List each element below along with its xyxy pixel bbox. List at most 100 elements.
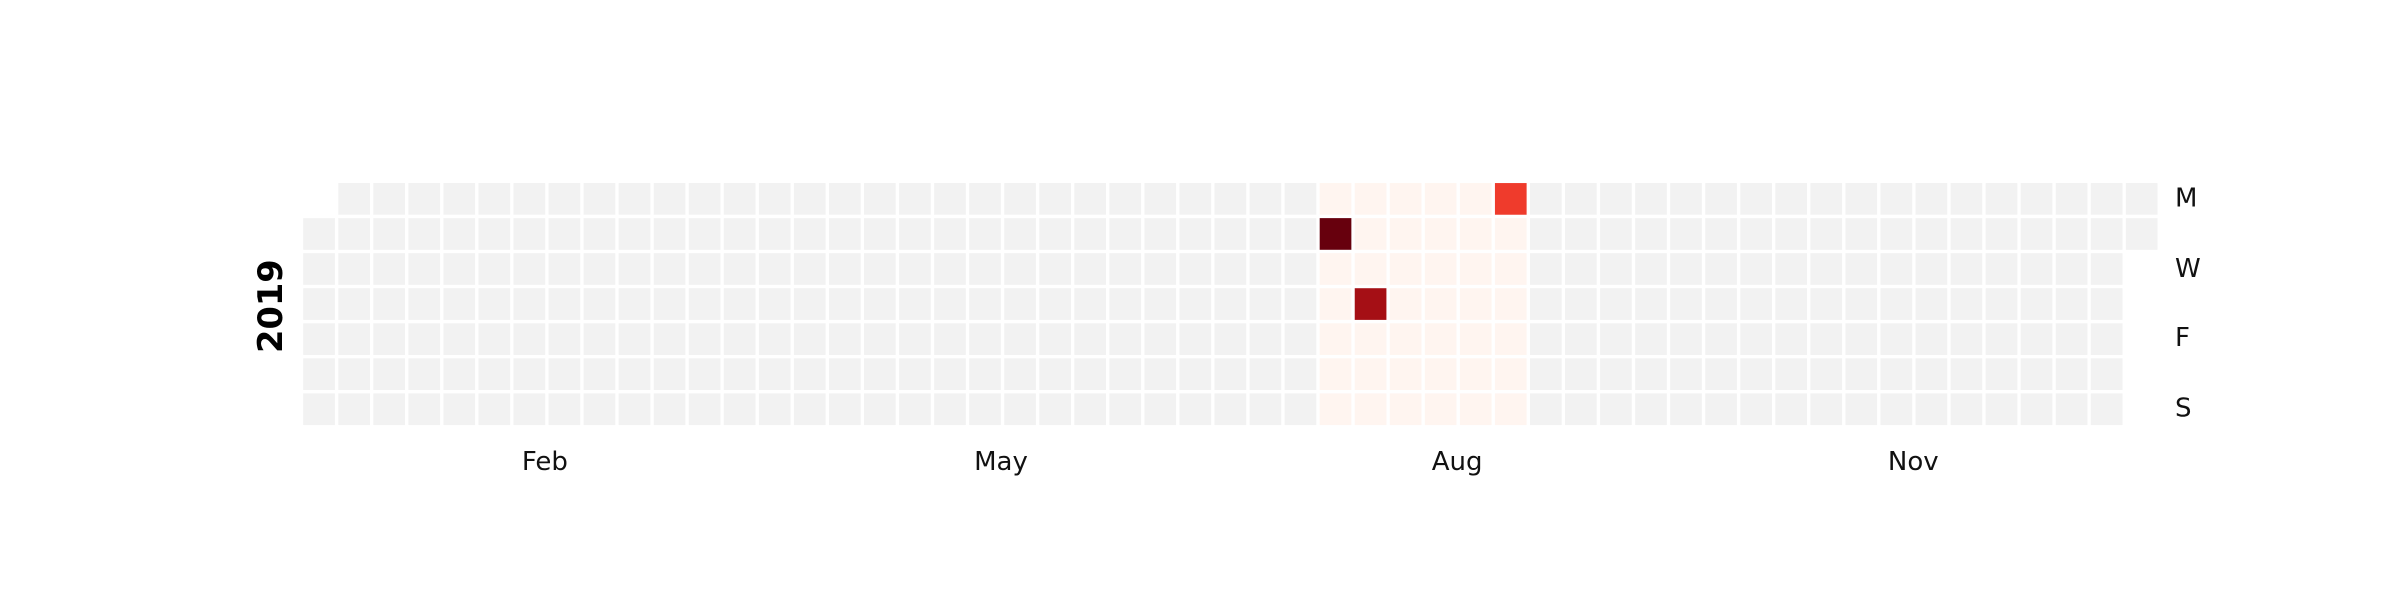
heatmap-cell <box>373 288 405 320</box>
month-axis: Feb May Aug Nov <box>522 447 1939 477</box>
heatmap-cell <box>2055 218 2088 250</box>
heatmap-cell <box>969 393 1001 426</box>
heatmap-cell <box>1319 358 1352 390</box>
heatmap-cell <box>828 183 861 215</box>
heatmap-cell <box>1705 253 1737 285</box>
heatmap-cell <box>1214 218 1247 250</box>
heatmap-cell <box>1529 393 1562 426</box>
heatmap-cell <box>1600 183 1632 215</box>
heatmap-cell <box>723 393 756 426</box>
heatmap-cell <box>303 393 335 426</box>
month-tick-label: Feb <box>522 447 568 477</box>
heatmap-cell <box>1565 253 1597 285</box>
heatmap-cell <box>1074 393 1107 426</box>
heatmap-cell <box>373 393 405 426</box>
heatmap-cell <box>934 218 966 250</box>
heatmap-cell <box>1179 358 1212 390</box>
heatmap-cell <box>758 323 791 355</box>
heatmap-cell <box>1845 393 1878 426</box>
heatmap-cell <box>1705 393 1737 426</box>
heatmap-cell <box>688 218 721 250</box>
heatmap-cell <box>1705 323 1737 355</box>
heatmap-cell <box>338 358 370 390</box>
heatmap-cell <box>583 218 616 250</box>
heatmap-cell <box>408 288 441 320</box>
weekday-tick-label: F <box>2175 323 2190 353</box>
heatmap-cell <box>1249 253 1282 285</box>
heatmap-cell <box>1985 183 2018 215</box>
heatmap-cell <box>618 358 651 390</box>
heatmap-cell <box>1249 218 1282 250</box>
heatmap-cell <box>1494 183 1527 215</box>
heatmap-cell <box>1004 323 1036 355</box>
heatmap-cell <box>1354 253 1387 285</box>
heatmap-cell <box>408 323 441 355</box>
heatmap-cell <box>548 323 581 355</box>
heatmap-cell <box>478 218 511 250</box>
heatmap-cell <box>899 393 931 426</box>
heatmap-cell <box>1284 183 1317 215</box>
heatmap-cell <box>513 183 546 215</box>
heatmap-cell <box>1354 218 1387 250</box>
heatmap-cell <box>1950 323 1983 355</box>
heatmap-cell <box>583 358 616 390</box>
heatmap-cell <box>899 218 931 250</box>
heatmap-cell <box>1529 218 1562 250</box>
heatmap-cell <box>1600 288 1632 320</box>
heatmap-cell <box>1179 253 1212 285</box>
heatmap-cell <box>548 358 581 390</box>
heatmap-cell <box>1389 288 1422 320</box>
heatmap-cell <box>1740 323 1772 355</box>
heatmap-cell <box>1354 183 1387 215</box>
heatmap-cell <box>1249 358 1282 390</box>
heatmap-cell <box>2055 288 2088 320</box>
heatmap-cell <box>1039 218 1071 250</box>
heatmap-cell <box>1389 218 1422 250</box>
heatmap-cell <box>653 323 686 355</box>
heatmap-cell <box>2020 253 2053 285</box>
heatmap-cell <box>1249 323 1282 355</box>
heatmap-cell <box>934 393 966 426</box>
heatmap-cell <box>1600 323 1632 355</box>
heatmap-cell <box>1459 358 1492 390</box>
month-tick-label: May <box>974 447 1028 477</box>
heatmap-cell <box>1705 358 1737 390</box>
heatmap-cell <box>1214 393 1247 426</box>
heatmap-cell <box>1529 183 1562 215</box>
heatmap-cell <box>1880 358 1913 390</box>
heatmap-cell <box>1144 253 1177 285</box>
heatmap-cell <box>338 288 370 320</box>
heatmap-cell <box>548 183 581 215</box>
heatmap-cell <box>899 183 931 215</box>
heatmap-cell <box>513 218 546 250</box>
heatmap-cell <box>338 253 370 285</box>
heatmap-cell <box>618 323 651 355</box>
heatmap-cell <box>583 253 616 285</box>
heatmap-cell <box>1740 218 1772 250</box>
heatmap-cell <box>1039 358 1071 390</box>
heatmap-cell <box>548 218 581 250</box>
heatmap-cell <box>1915 393 1948 426</box>
heatmap-cell <box>1459 218 1492 250</box>
heatmap-cell <box>864 393 896 426</box>
heatmap-cell <box>1845 253 1878 285</box>
heatmap-cell <box>478 183 511 215</box>
heatmap-cell <box>1424 323 1457 355</box>
heatmap-cell <box>338 183 370 215</box>
heatmap-cell <box>934 183 966 215</box>
heatmap-cell <box>1179 218 1212 250</box>
heatmap-cell <box>1039 183 1071 215</box>
heatmap-cell <box>1494 393 1527 426</box>
heatmap-cell <box>2020 218 2053 250</box>
heatmap-cell <box>1985 218 2018 250</box>
heatmap-cell <box>1985 288 2018 320</box>
heatmap-cell <box>2055 253 2088 285</box>
heatmap-cell <box>443 183 476 215</box>
heatmap-cell <box>1004 218 1036 250</box>
weekday-tick-label: W <box>2175 254 2201 284</box>
heatmap-cell <box>408 183 441 215</box>
heatmap-cell <box>1144 218 1177 250</box>
heatmap-cell <box>1740 393 1772 426</box>
heatmap-cell <box>1074 183 1107 215</box>
heatmap-cell <box>1775 218 1808 250</box>
